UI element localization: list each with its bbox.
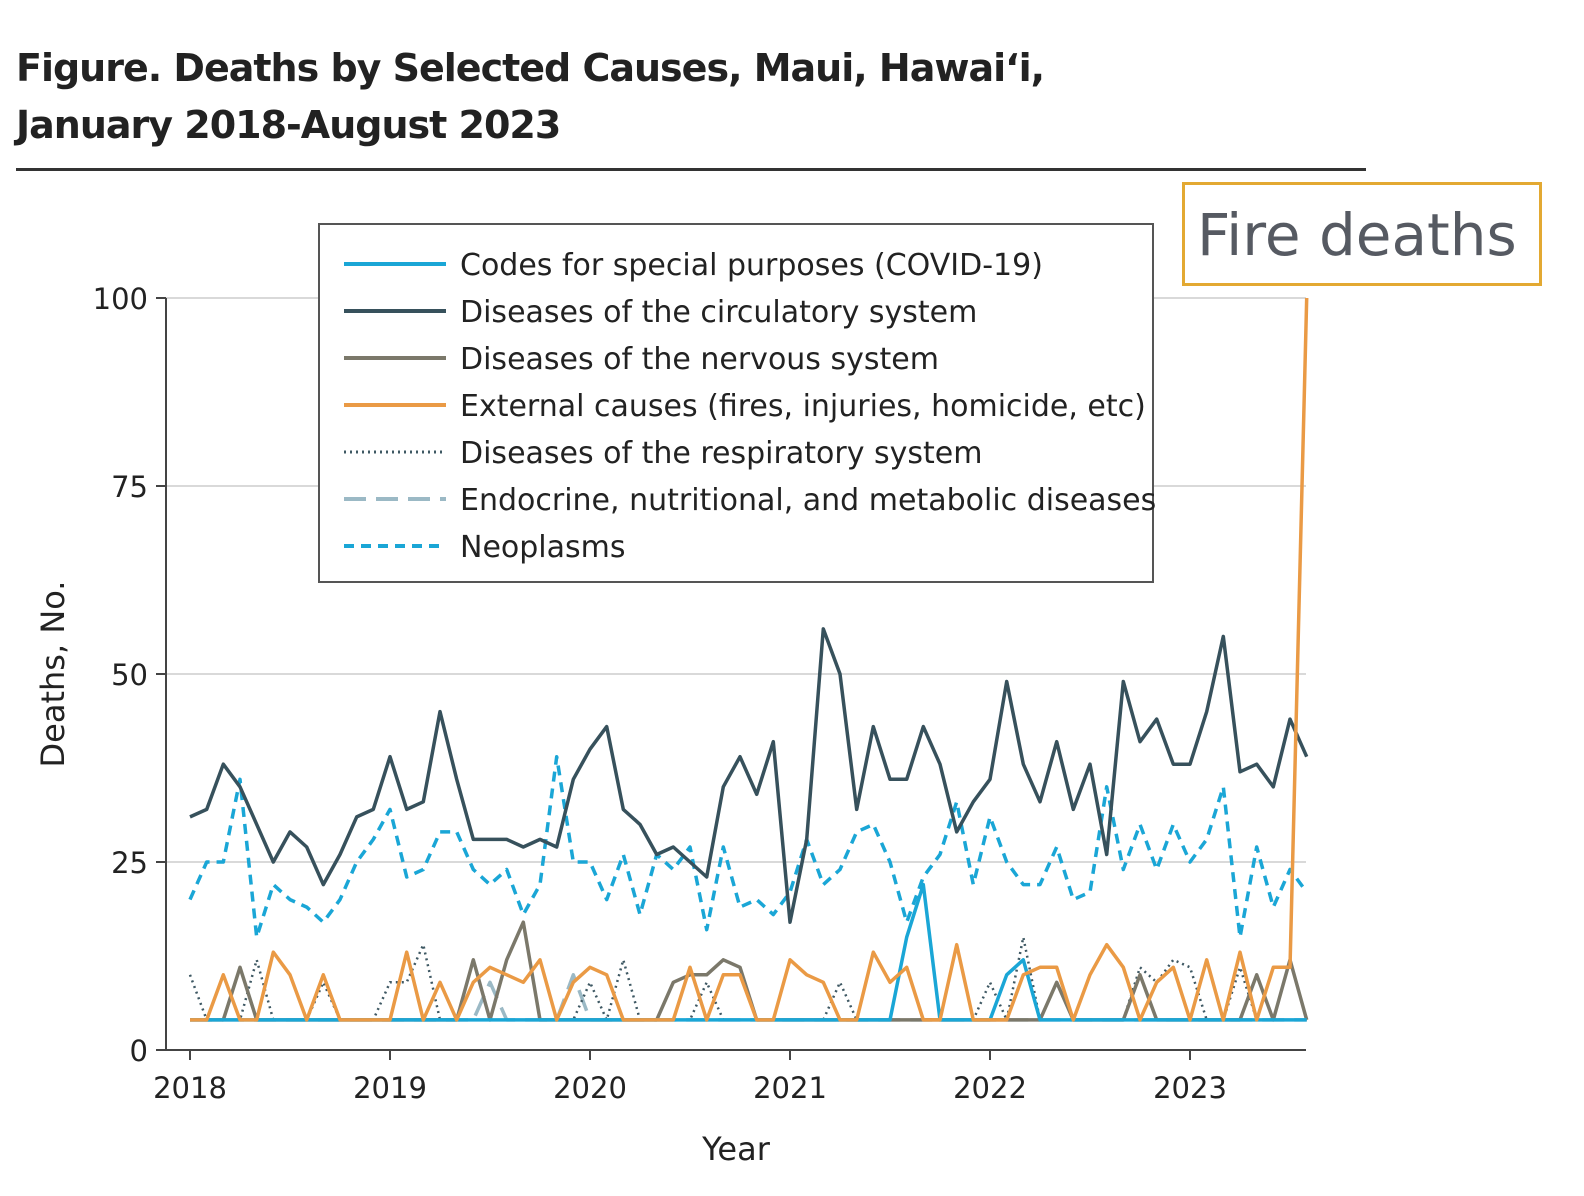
- axes: 0 25 50 75 100 2018 2019 2020 2021 2022 2023 Year De…: [34, 282, 1306, 1168]
- legend-label-6: Neoplasms: [460, 530, 626, 565]
- legend-label-2: Diseases of the nervous system: [460, 342, 939, 377]
- x-tick-label-2021: 2021: [753, 1071, 827, 1105]
- x-tick-label-2023: 2023: [1153, 1071, 1227, 1105]
- figure-title-line-2: January 2018-August 2023: [16, 103, 561, 147]
- x-tick-label-2022: 2022: [953, 1071, 1027, 1105]
- y-tick-label-50: 50: [111, 658, 148, 692]
- legend-label-0: Codes for special purposes (COVID-19): [460, 248, 1043, 283]
- legend-box: [318, 223, 1154, 583]
- y-tick-label-25: 25: [111, 846, 148, 880]
- fire-deaths-callout-label: Fire deaths: [1197, 201, 1517, 269]
- series-lines: [188, 297, 1309, 1022]
- x-tick-label-2020: 2020: [553, 1071, 627, 1105]
- series-line-4: [188, 935, 1307, 1022]
- series-line-1: [189, 627, 1309, 924]
- y-axis-label: Deaths, No.: [34, 581, 72, 768]
- legend-label-3: External causes (fires, injuries, homici…: [460, 389, 1146, 424]
- legend-label-5: Endocrine, nutritional, and metabolic di…: [460, 483, 1156, 518]
- series-line-3: [190, 297, 1309, 1022]
- y-tick-label-100: 100: [93, 282, 148, 316]
- figure-title-line-1: Figure. Deaths by Selected Causes, Maui,…: [16, 46, 1045, 90]
- legend-label-4: Diseases of the respiratory system: [460, 436, 982, 471]
- legend: Codes for special purposes (COVID-19) Dis…: [318, 223, 1156, 583]
- series-line-6: [188, 754, 1309, 939]
- legend-label-1: Diseases of the circulatory system: [460, 295, 977, 330]
- title-divider: [16, 168, 1366, 171]
- y-tick-label-0: 0: [130, 1034, 148, 1068]
- y-tick-label-75: 75: [111, 470, 148, 504]
- x-tick-label-2019: 2019: [353, 1071, 427, 1105]
- series-line-2: [190, 920, 1309, 1022]
- figure-title: Figure. Deaths by Selected Causes, Maui,…: [16, 40, 1366, 154]
- fire-deaths-callout: Fire deaths: [1182, 182, 1542, 286]
- x-tick-label-2018: 2018: [153, 1071, 227, 1105]
- x-axis-label: Year: [701, 1130, 771, 1168]
